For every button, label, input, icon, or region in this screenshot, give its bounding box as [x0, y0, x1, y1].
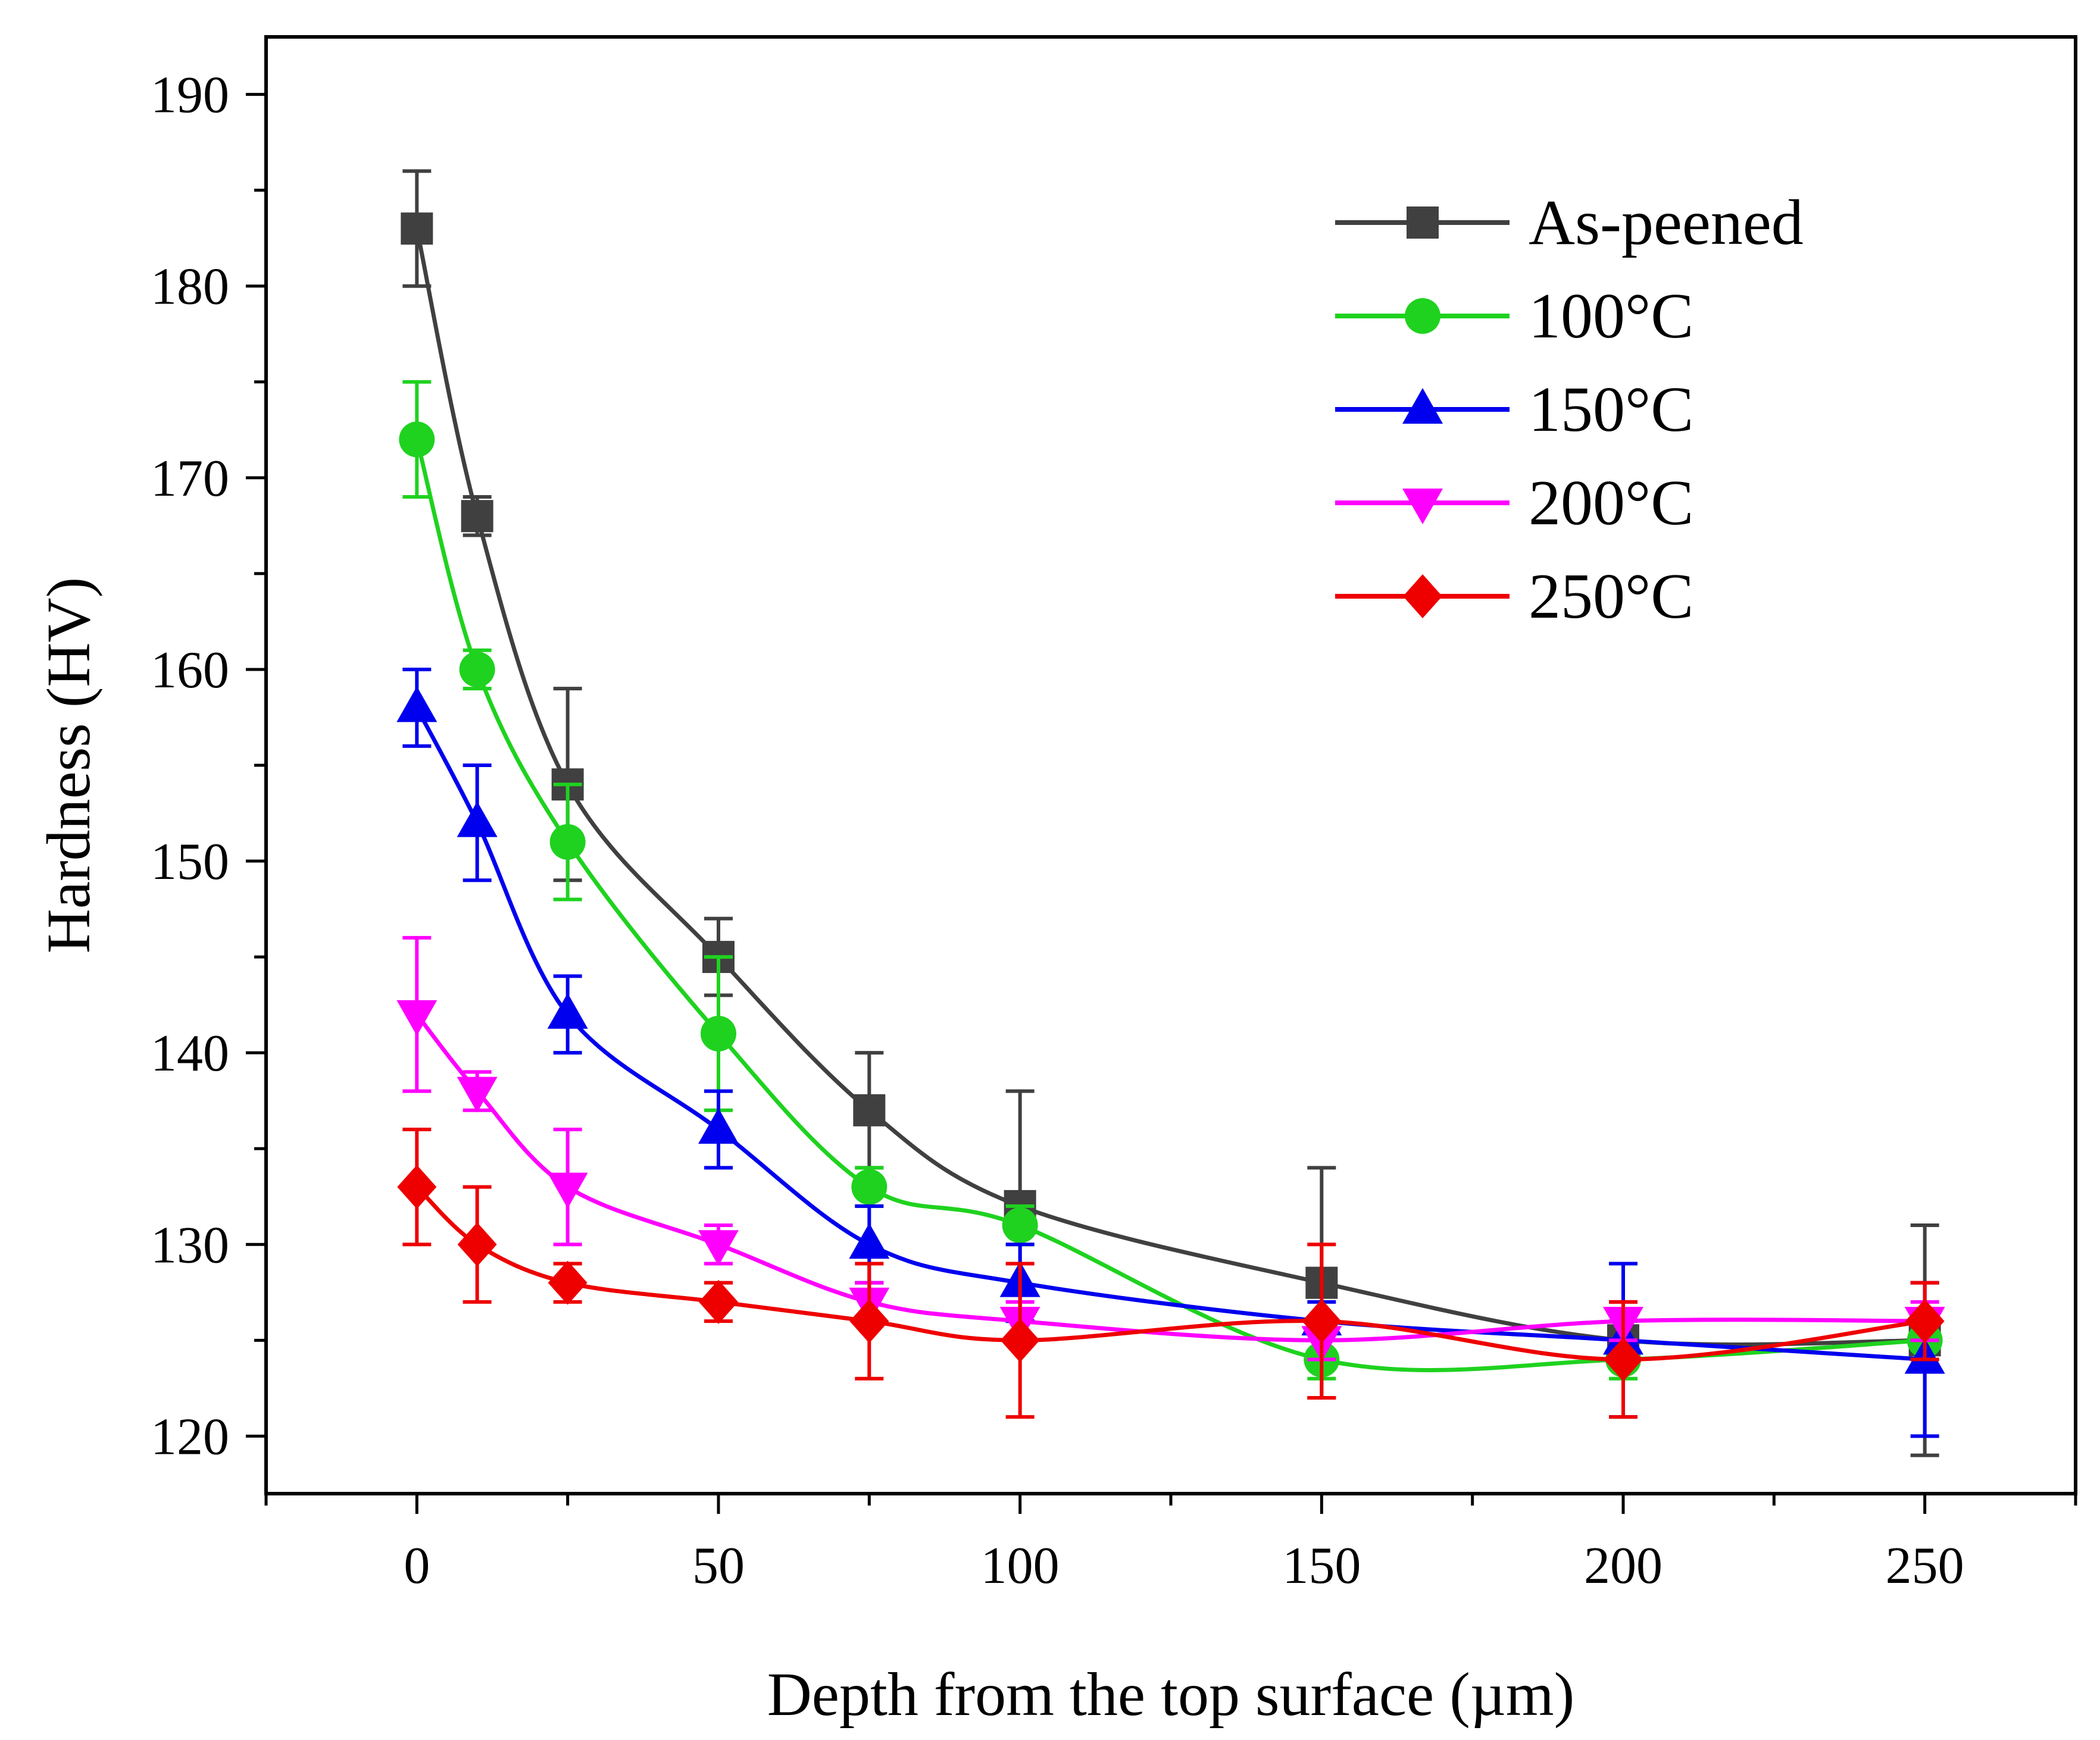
- data-point: [701, 1015, 736, 1051]
- data-point: [698, 1230, 739, 1266]
- legend-label: 200°C: [1529, 468, 1693, 539]
- data-point: [1002, 1207, 1038, 1244]
- x-tick-label: 150: [1282, 1537, 1361, 1595]
- legend: As-peened 100°C 150°C 200°C 250°C: [1335, 187, 1804, 632]
- data-point: [1000, 1318, 1040, 1363]
- y-tick-label: 150: [151, 833, 229, 891]
- x-tick-label: 200: [1584, 1537, 1662, 1595]
- legend-label: 250°C: [1529, 561, 1693, 632]
- series-line: [414, 439, 1925, 1372]
- data-point: [1604, 1337, 1643, 1382]
- data-point: [849, 1299, 889, 1344]
- data-point: [851, 1169, 888, 1205]
- data-point: [549, 824, 586, 860]
- data-point: [548, 1260, 588, 1305]
- data-point: [699, 1279, 738, 1324]
- series-line: [415, 706, 1925, 1362]
- legend-marker: [1402, 489, 1443, 524]
- data-point: [401, 212, 433, 245]
- x-tick-label: 50: [692, 1537, 745, 1595]
- x-tick-label: 100: [981, 1537, 1060, 1595]
- data-point: [853, 1094, 886, 1126]
- data-point: [399, 421, 435, 458]
- series-0: [401, 169, 1941, 1457]
- data-point: [461, 500, 493, 533]
- y-tick-label: 130: [151, 1216, 229, 1274]
- data-point: [1905, 1299, 1945, 1344]
- data-point: [457, 801, 498, 837]
- y-tick-label: 140: [151, 1025, 229, 1082]
- x-axis-ticks: 0 50 100 150 200 250: [264, 1494, 2077, 1595]
- legend-label: 150°C: [1529, 374, 1693, 445]
- series-line: [414, 228, 1925, 1347]
- data-point: [396, 686, 438, 722]
- series-layer: [396, 169, 1945, 1457]
- legend-marker: [1405, 298, 1440, 334]
- legend-marker: [1403, 574, 1442, 618]
- y-axis-title: Hardness (HV): [35, 577, 103, 953]
- series-1: [399, 380, 1943, 1381]
- legend-label: As-peened: [1529, 187, 1804, 258]
- series-4: [397, 1128, 1945, 1419]
- data-point: [547, 1172, 588, 1209]
- data-point: [849, 1223, 890, 1259]
- y-axis-ticks: 120 130 140 150 160 170 180 190: [151, 67, 266, 1466]
- data-point: [457, 1076, 498, 1113]
- legend-marker: [1402, 388, 1443, 424]
- x-axis-title: Depth from the top surface (µm): [767, 1660, 1575, 1729]
- legend-marker: [1407, 206, 1439, 239]
- y-tick-label: 180: [151, 258, 229, 316]
- y-tick-label: 160: [151, 641, 229, 699]
- data-point: [396, 1000, 438, 1036]
- x-tick-label: 0: [404, 1537, 430, 1595]
- data-point: [698, 1108, 739, 1144]
- data-point: [1302, 1299, 1342, 1344]
- data-point: [457, 1222, 497, 1267]
- data-point: [547, 993, 588, 1029]
- y-tick-label: 190: [151, 67, 229, 124]
- y-tick-label: 120: [151, 1408, 229, 1466]
- legend-label: 100°C: [1529, 281, 1693, 352]
- data-point: [459, 651, 495, 687]
- y-tick-label: 170: [151, 450, 229, 508]
- series-line: [415, 1013, 1925, 1342]
- x-tick-label: 250: [1886, 1537, 1964, 1595]
- data-point: [397, 1165, 437, 1209]
